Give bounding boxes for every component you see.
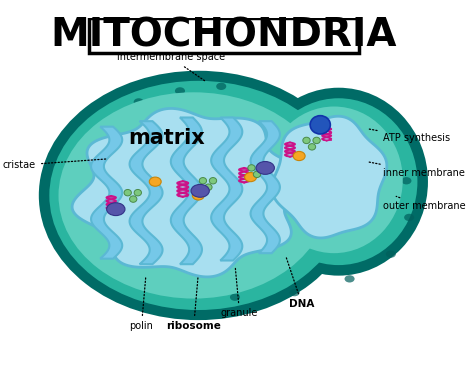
Polygon shape (272, 116, 387, 238)
Ellipse shape (49, 81, 347, 310)
Ellipse shape (249, 88, 428, 276)
Ellipse shape (260, 98, 418, 265)
Text: DNA: DNA (286, 258, 315, 309)
Ellipse shape (149, 177, 161, 186)
Ellipse shape (191, 185, 210, 197)
Polygon shape (72, 108, 306, 277)
Ellipse shape (72, 186, 82, 194)
Ellipse shape (199, 177, 207, 184)
Ellipse shape (205, 184, 212, 190)
Polygon shape (129, 121, 163, 264)
Ellipse shape (58, 92, 329, 299)
Text: matrix: matrix (128, 128, 205, 148)
Text: intermembrane space: intermembrane space (117, 53, 225, 81)
Ellipse shape (293, 152, 305, 161)
Ellipse shape (310, 116, 330, 134)
Ellipse shape (107, 203, 125, 216)
Text: polin: polin (129, 276, 154, 331)
Text: ribosome: ribosome (166, 276, 221, 331)
Polygon shape (211, 117, 242, 260)
Ellipse shape (245, 172, 256, 182)
Ellipse shape (134, 190, 141, 196)
Text: cristae: cristae (3, 159, 107, 170)
Ellipse shape (230, 293, 240, 301)
Ellipse shape (386, 251, 396, 258)
Ellipse shape (175, 87, 185, 95)
Polygon shape (251, 121, 280, 253)
Ellipse shape (192, 191, 204, 200)
Ellipse shape (265, 106, 403, 253)
Ellipse shape (404, 214, 414, 221)
Ellipse shape (253, 171, 261, 177)
Text: inner membrane: inner membrane (369, 162, 465, 177)
Text: granule: granule (221, 267, 258, 318)
Ellipse shape (256, 161, 274, 174)
Ellipse shape (124, 190, 131, 196)
FancyBboxPatch shape (89, 19, 359, 53)
Ellipse shape (258, 165, 265, 171)
Ellipse shape (303, 137, 310, 144)
Ellipse shape (129, 196, 137, 202)
Polygon shape (171, 117, 202, 264)
Text: MITOCHONDRIA: MITOCHONDRIA (51, 17, 397, 55)
Ellipse shape (401, 177, 411, 185)
Ellipse shape (210, 177, 217, 184)
Text: outer membrane: outer membrane (383, 196, 465, 211)
Ellipse shape (313, 137, 320, 144)
Ellipse shape (101, 119, 112, 127)
Ellipse shape (134, 98, 144, 106)
Text: ATP synthesis: ATP synthesis (369, 129, 450, 143)
Ellipse shape (379, 142, 390, 150)
Ellipse shape (248, 165, 255, 171)
Ellipse shape (345, 113, 355, 120)
Ellipse shape (79, 229, 89, 236)
Ellipse shape (111, 263, 121, 271)
Ellipse shape (290, 289, 300, 296)
Ellipse shape (308, 144, 316, 150)
Ellipse shape (345, 275, 355, 282)
Ellipse shape (166, 284, 176, 292)
Ellipse shape (216, 83, 226, 90)
Polygon shape (91, 127, 122, 259)
Ellipse shape (39, 71, 358, 320)
